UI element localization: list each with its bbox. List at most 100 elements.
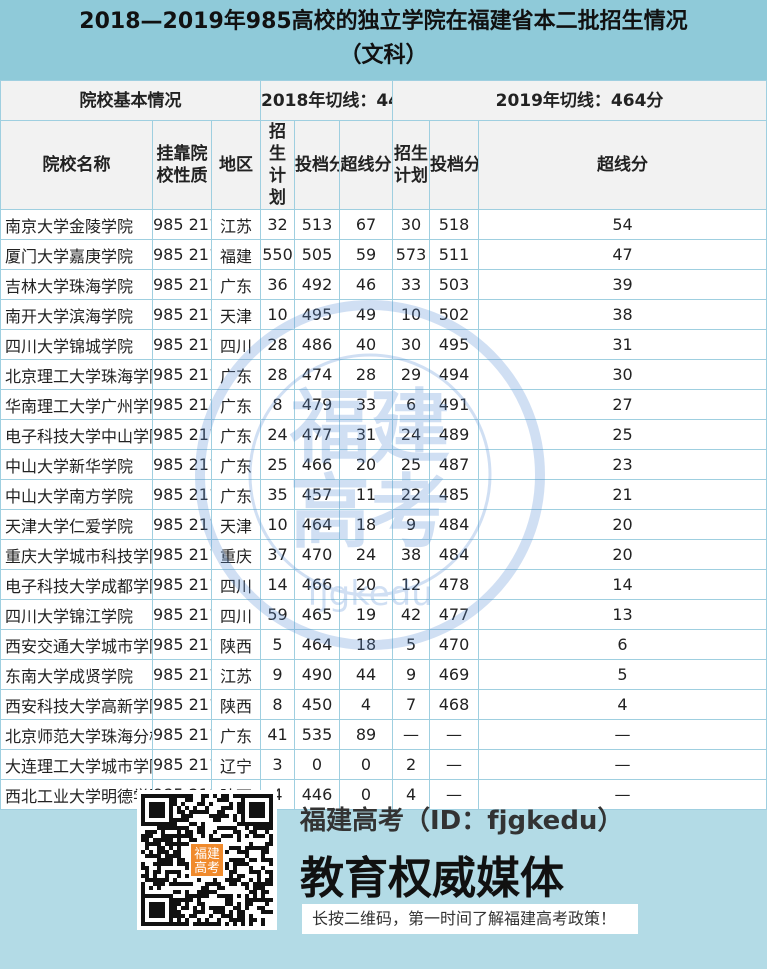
table-cell: 535 <box>294 719 341 750</box>
table-cell: 465 <box>294 599 341 630</box>
table-cell: 20 <box>339 569 394 600</box>
table-cell: 西北工业大学明德学院 <box>0 779 153 810</box>
table-cell: 47 <box>478 239 767 270</box>
table-cell: 38 <box>478 299 767 330</box>
table-cell: 985 211 <box>152 659 212 690</box>
table-cell: 41 <box>260 719 296 750</box>
table-cell: 2 <box>392 749 431 780</box>
qr-logo <box>191 844 223 876</box>
table-cell: 31 <box>339 419 394 450</box>
column-header: 地区 <box>210 120 262 210</box>
table-cell: 985 211 <box>152 479 212 510</box>
table-cell: 天津 <box>210 299 262 330</box>
table-cell: — <box>429 749 480 780</box>
table-cell: 550 <box>260 239 296 270</box>
table-cell: 4 <box>339 689 394 720</box>
table-cell: 985 211 <box>152 509 212 540</box>
table-cell: 22 <box>392 479 431 510</box>
table-cell: 四川大学锦江学院 <box>0 599 153 630</box>
table-cell: 489 <box>429 419 480 450</box>
table-cell: 中山大学南方学院 <box>0 479 153 510</box>
table-cell: 89 <box>339 719 394 750</box>
table-cell: 福建 <box>210 239 262 270</box>
column-header: 投档分 <box>429 120 480 210</box>
table-cell: 39 <box>478 269 767 300</box>
table-cell: 江苏 <box>210 209 262 240</box>
table-cell: 466 <box>294 569 341 600</box>
table-cell: 辽宁 <box>210 749 262 780</box>
table-cell: 广东 <box>210 449 262 480</box>
table-cell: 30 <box>478 359 767 390</box>
table-cell: 四川 <box>210 569 262 600</box>
column-header: 招生计划 <box>260 120 296 210</box>
table-cell: 5 <box>392 629 431 660</box>
table-cell: 464 <box>294 509 341 540</box>
table-cell: 0 <box>339 779 394 810</box>
table-cell: 北京理工大学珠海学院 <box>0 359 153 390</box>
table-cell: 21 <box>478 479 767 510</box>
table-cell: 985 211 <box>152 569 212 600</box>
table-cell: 23 <box>478 449 767 480</box>
table-cell: — <box>478 719 767 750</box>
table-cell: 0 <box>339 749 394 780</box>
table-cell: 985 211 <box>152 599 212 630</box>
table-cell: 20 <box>339 449 394 480</box>
table-cell: 54 <box>478 209 767 240</box>
table-cell: 5 <box>260 629 296 660</box>
table-cell: 985 211 <box>152 209 212 240</box>
table-cell: 14 <box>260 569 296 600</box>
table-cell: 37 <box>260 539 296 570</box>
group-basic: 院校基本情况 <box>0 80 262 121</box>
table-cell: 30 <box>392 209 431 240</box>
table-cell: 广东 <box>210 479 262 510</box>
table-cell: 0 <box>294 749 341 780</box>
table-cell: 陕西 <box>210 689 262 720</box>
table-cell: 14 <box>478 569 767 600</box>
table-cell: 491 <box>429 389 480 420</box>
table-cell: 33 <box>392 269 431 300</box>
table-cell: 华南理工大学广州学院 <box>0 389 153 420</box>
table-cell: — <box>429 719 480 750</box>
table-cell: 西安交通大学城市学院 <box>0 629 153 660</box>
table-cell: 502 <box>429 299 480 330</box>
table-cell: 985 211 <box>152 719 212 750</box>
table-cell: 9 <box>392 659 431 690</box>
table-cell: 67 <box>339 209 394 240</box>
call-to-action: 长按二维码，第一时间了解福建高考政策！ <box>302 904 638 934</box>
table-cell: 484 <box>429 539 480 570</box>
table-cell: 9 <box>260 659 296 690</box>
table-cell: 474 <box>294 359 341 390</box>
qr-code[interactable]: 福建高考 <box>137 790 277 930</box>
table-cell: 470 <box>429 629 480 660</box>
table-cell: 28 <box>339 359 394 390</box>
table-cell: 505 <box>294 239 341 270</box>
table-cell: 四川 <box>210 599 262 630</box>
admission-table: 院校基本情况 2018年切线：446分 2019年切线：464分 院校名称挂靠院… <box>0 80 767 810</box>
slogan: 教育权威媒体 <box>300 853 564 904</box>
table-cell: 985 211 <box>152 269 212 300</box>
brand-id: 福建高考（ID：fjgkedu） <box>300 806 624 836</box>
table-cell: 25 <box>478 419 767 450</box>
table-cell: 重庆 <box>210 539 262 570</box>
table-cell: 24 <box>260 419 296 450</box>
table-cell: 29 <box>392 359 431 390</box>
table-cell: 495 <box>429 329 480 360</box>
table-cell: 446 <box>294 779 341 810</box>
group-2019: 2019年切线：464分 <box>392 80 767 121</box>
table-cell: 477 <box>429 599 480 630</box>
table-cell: 厦门大学嘉庚学院 <box>0 239 153 270</box>
table-cell: 40 <box>339 329 394 360</box>
table-cell: 11 <box>339 479 394 510</box>
svg-text:高考: 高考 <box>194 860 220 876</box>
table-cell: 20 <box>478 509 767 540</box>
table-cell: 985 211 <box>152 539 212 570</box>
